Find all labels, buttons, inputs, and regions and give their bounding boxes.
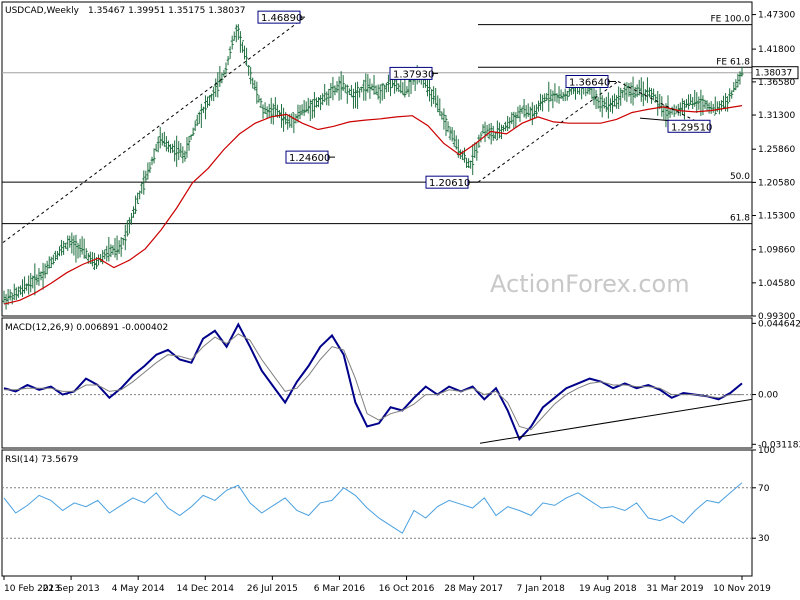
price-callout-label: 1.46890 — [261, 13, 302, 24]
price-callout-label: 1.20610 — [429, 178, 470, 189]
rsi-y-tick-label: 100 — [758, 446, 775, 456]
moving-average — [3, 105, 743, 305]
x-tick-label: 14 Dec 2014 — [177, 584, 235, 594]
price-y-tick-label: 1.36580 — [758, 78, 795, 88]
macd-panel-title: MACD(12,26,9) 0.006891 -0.000402 — [5, 323, 168, 333]
macd-lines — [2, 322, 753, 444]
macd-y-tick-label: 0.044642 — [758, 319, 800, 329]
macd-trendline — [479, 398, 753, 444]
x-tick-label: 4 May 2014 — [112, 584, 165, 594]
price-y-axis: 1.47300 1.41800 1.36580 1.31300 1.25860 1.205… — [752, 11, 795, 322]
macd-signal-line — [4, 333, 742, 431]
rsi-panel-title: RSI(14) 73.5679 — [5, 455, 78, 465]
watermark: ActionForex.com — [490, 270, 690, 298]
trendline-recovery — [477, 81, 619, 183]
trendline-up — [2, 16, 306, 243]
x-tick-label: 28 May 2017 — [444, 584, 503, 594]
price-callout-label: 1.36640 — [569, 78, 610, 89]
price-y-tick-label: 1.25860 — [758, 145, 795, 155]
fib-label: 50.0 — [730, 172, 750, 182]
price-bars — [2, 24, 744, 310]
price-y-tick-label: 0.99300 — [758, 312, 795, 322]
price-y-tick-label: 1.20580 — [758, 178, 795, 188]
fib-label: FE 61.8 — [716, 57, 750, 67]
price-y-tick-label: 1.41800 — [758, 45, 795, 55]
macd-y-tick-label: -0.031183 — [758, 440, 800, 450]
fib-label: FE 100.0 — [711, 15, 751, 25]
rsi-line — [3, 482, 743, 534]
fib-label: 61.8 — [730, 214, 750, 224]
price-y-tick-label: 1.15300 — [758, 212, 795, 222]
last-price-badge — [751, 66, 799, 80]
price-callout-box — [667, 119, 711, 133]
x-tick-label: 19 Aug 2018 — [579, 584, 637, 594]
price-y-tick-label: 1.04580 — [758, 279, 795, 289]
last-price-marker: 1.38037 — [751, 66, 799, 80]
x-tick-label: 7 Jan 2018 — [517, 584, 565, 594]
x-tick-label: 10 Nov 2019 — [713, 584, 771, 594]
macd-panel-frame — [1, 317, 753, 449]
price-callout-label: 1.24600 — [289, 153, 330, 164]
moving-average-line — [3, 105, 743, 305]
last-price-label: 1.38037 — [755, 69, 792, 79]
rsi-panel-frame — [1, 449, 753, 577]
rsi-y-tick-label: 70 — [758, 484, 770, 494]
x-tick-label: 31 Mar 2019 — [646, 584, 703, 594]
price-panel-title: USDCAD,Weekly — [5, 6, 80, 16]
macd-line — [3, 322, 743, 442]
x-tick-label: 22 Sep 2013 — [43, 584, 100, 594]
trendline-correction — [617, 81, 707, 127]
price-callouts: 1.46890 1.37930 1.36640 1.24600 1.29510 1.206… — [257, 10, 712, 189]
price-y-tick-label: 1.47300 — [758, 11, 795, 21]
rsi-y-tick-label: 30 — [758, 534, 770, 544]
price-callout-label: 1.29510 — [671, 122, 712, 133]
x-tick-label: 6 Mar 2016 — [314, 584, 366, 594]
x-tick-label: 16 Oct 2016 — [379, 584, 435, 594]
rsi-y-axis: 100 70 30 — [752, 446, 775, 544]
macd-y-axis: 0.044642 0.00 -0.031183 — [752, 319, 800, 450]
price-callout-label: 1.37930 — [393, 69, 434, 80]
price-y-tick-label: 1.09860 — [758, 246, 795, 256]
macd-y-tick-label: 0.00 — [758, 391, 778, 401]
ohlc-readout: 1.35467 1.39951 1.35175 1.38037 — [88, 6, 245, 16]
rsi-lines — [2, 482, 752, 539]
price-y-tick-label: 1.31300 — [758, 111, 795, 121]
price-panel-frame — [1, 1, 753, 317]
x-tick-label: 10 Feb 2013 — [4, 584, 60, 594]
x-tick-label: 26 Jul 2015 — [247, 584, 298, 594]
